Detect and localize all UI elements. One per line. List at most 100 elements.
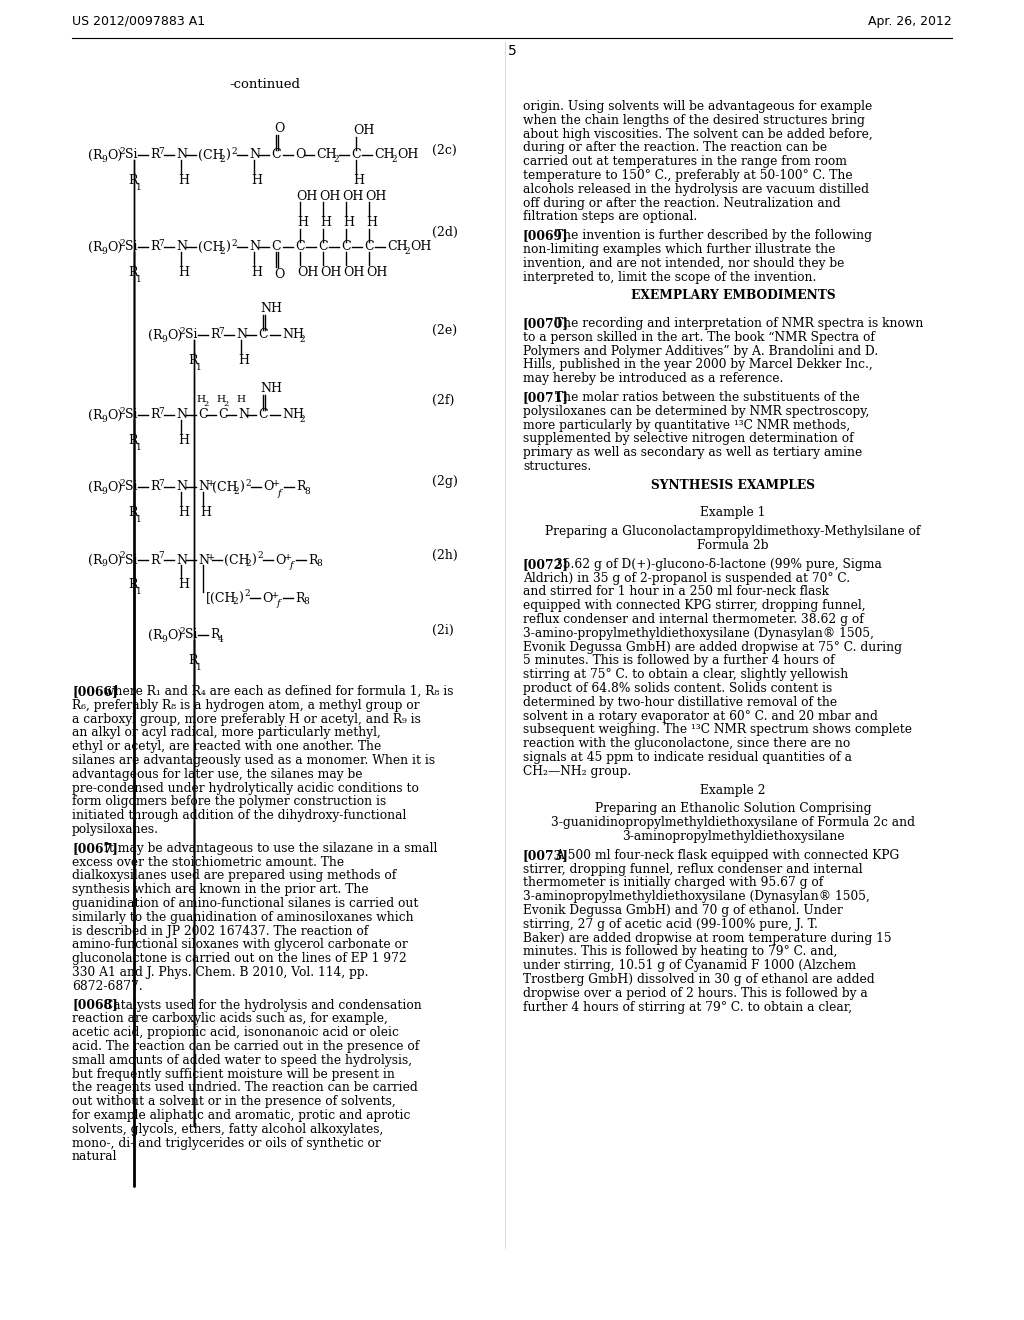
Text: 2: 2 xyxy=(333,154,339,164)
Text: O: O xyxy=(274,123,285,136)
Text: and stirred for 1 hour in a 250 ml four-neck flask: and stirred for 1 hour in a 250 ml four-… xyxy=(523,585,829,598)
Text: non-limiting examples which further illustrate the: non-limiting examples which further illu… xyxy=(523,243,836,256)
Text: f: f xyxy=(278,599,281,609)
Text: acetic acid, propionic acid, isononanoic acid or oleic: acetic acid, propionic acid, isononanoic… xyxy=(72,1026,399,1039)
Text: may hereby be introduced as a reference.: may hereby be introduced as a reference. xyxy=(523,372,783,385)
Text: interpreted to, limit the scope of the invention.: interpreted to, limit the scope of the i… xyxy=(523,271,816,284)
Text: NH: NH xyxy=(282,408,304,421)
Text: 8: 8 xyxy=(303,598,309,606)
Text: 2: 2 xyxy=(245,560,251,569)
Text: Preparing an Ethanolic Solution Comprising: Preparing an Ethanolic Solution Comprisi… xyxy=(595,803,871,816)
Text: H: H xyxy=(353,173,364,186)
Text: out without a solvent or in the presence of solvents,: out without a solvent or in the presence… xyxy=(72,1096,395,1109)
Text: H: H xyxy=(216,396,225,404)
Text: H: H xyxy=(178,578,189,591)
Text: C: C xyxy=(271,240,281,253)
Text: supplemented by selective nitrogen determination of: supplemented by selective nitrogen deter… xyxy=(523,433,854,445)
Text: R: R xyxy=(128,173,137,186)
Text: 2: 2 xyxy=(391,154,396,164)
Text: thermometer is initially charged with 95.67 g of: thermometer is initially charged with 95… xyxy=(523,876,823,890)
Text: (R: (R xyxy=(148,628,163,642)
Text: 9: 9 xyxy=(101,560,106,569)
Text: off during or after the reaction. Neutralization and: off during or after the reaction. Neutra… xyxy=(523,197,841,210)
Text: C: C xyxy=(258,408,267,421)
Text: 5: 5 xyxy=(508,44,516,58)
Text: O): O) xyxy=(167,628,182,642)
Text: 7: 7 xyxy=(158,239,164,248)
Text: (R: (R xyxy=(88,240,102,253)
Text: (2g): (2g) xyxy=(432,475,458,488)
Text: 2: 2 xyxy=(119,147,125,156)
Text: 2: 2 xyxy=(119,479,125,487)
Text: H: H xyxy=(366,216,377,230)
Text: N: N xyxy=(176,480,187,494)
Text: Catalysts used for the hydrolysis and condensation: Catalysts used for the hydrolysis and co… xyxy=(104,999,422,1011)
Text: 3-amino-propylmethyldiethoxysilane (Dynasylan® 1505,: 3-amino-propylmethyldiethoxysilane (Dyna… xyxy=(523,627,874,640)
Text: OH: OH xyxy=(342,190,364,202)
Text: CH: CH xyxy=(374,149,394,161)
Text: more particularly by quantitative ¹³C NMR methods,: more particularly by quantitative ¹³C NM… xyxy=(523,418,850,432)
Text: N: N xyxy=(249,240,260,253)
Text: 2: 2 xyxy=(299,414,304,424)
Text: C: C xyxy=(318,240,328,253)
Text: 35.62 g of D(+)-glucono-δ-lactone (99% pure, Sigma: 35.62 g of D(+)-glucono-δ-lactone (99% p… xyxy=(555,558,882,570)
Text: Si: Si xyxy=(125,480,137,494)
Text: 7: 7 xyxy=(158,407,164,416)
Text: form oligomers before the polymer construction is: form oligomers before the polymer constr… xyxy=(72,796,386,808)
Text: (R: (R xyxy=(148,329,163,342)
Text: natural: natural xyxy=(72,1151,118,1163)
Text: C: C xyxy=(295,240,304,253)
Text: H: H xyxy=(196,396,205,404)
Text: NH: NH xyxy=(282,329,304,342)
Text: 3-guanidinopropylmethyldiethoxysilane of Formula 2c and: 3-guanidinopropylmethyldiethoxysilane of… xyxy=(551,816,915,829)
Text: 2: 2 xyxy=(232,598,238,606)
Text: N: N xyxy=(198,480,209,494)
Text: 2: 2 xyxy=(299,334,304,343)
Text: R: R xyxy=(210,628,219,642)
Text: silanes are advantageously used as a monomer. When it is: silanes are advantageously used as a mon… xyxy=(72,754,435,767)
Text: H: H xyxy=(178,506,189,519)
Text: ethyl or acetyl, are reacted with one another. The: ethyl or acetyl, are reacted with one an… xyxy=(72,741,381,754)
Text: H: H xyxy=(200,506,211,519)
Text: R₆, preferably R₈ is a hydrogen atom, a methyl group or: R₆, preferably R₈ is a hydrogen atom, a … xyxy=(72,698,420,711)
Text: H: H xyxy=(178,433,189,446)
Text: O): O) xyxy=(106,553,122,566)
Text: is described in JP 2002 167437. The reaction of: is described in JP 2002 167437. The reac… xyxy=(72,924,369,937)
Text: R: R xyxy=(128,433,137,446)
Text: 2: 2 xyxy=(223,400,228,408)
Text: 2: 2 xyxy=(257,552,262,561)
Text: O): O) xyxy=(106,240,122,253)
Text: [0070]: [0070] xyxy=(523,317,569,330)
Text: -continued: -continued xyxy=(229,78,300,91)
Text: R: R xyxy=(150,408,160,421)
Text: O): O) xyxy=(106,149,122,161)
Text: gluconolactone is carried out on the lines of EP 1 972: gluconolactone is carried out on the lin… xyxy=(72,952,407,965)
Text: O: O xyxy=(295,149,305,161)
Text: A 500 ml four-neck flask equipped with connected KPG: A 500 ml four-neck flask equipped with c… xyxy=(555,849,899,862)
Text: primary as well as secondary as well as tertiary amine: primary as well as secondary as well as … xyxy=(523,446,862,459)
Text: SYNTHESIS EXAMPLES: SYNTHESIS EXAMPLES xyxy=(651,479,815,492)
Text: invention, and are not intended, nor should they be: invention, and are not intended, nor sho… xyxy=(523,257,845,269)
Text: H: H xyxy=(178,173,189,186)
Text: (2c): (2c) xyxy=(432,144,457,157)
Text: 2: 2 xyxy=(245,479,251,487)
Text: 5 minutes. This is followed by a further 4 hours of: 5 minutes. This is followed by a further… xyxy=(523,655,835,668)
Text: H: H xyxy=(178,265,189,279)
Text: dialkoxysilanes used are prepared using methods of: dialkoxysilanes used are prepared using … xyxy=(72,870,396,882)
Text: the reagents used undried. The reaction can be carried: the reagents used undried. The reaction … xyxy=(72,1081,418,1094)
Text: product of 64.8% solids content. Solids content is: product of 64.8% solids content. Solids … xyxy=(523,682,833,696)
Text: R: R xyxy=(295,591,304,605)
Text: Hills, published in the year 2000 by Marcel Dekker Inc.,: Hills, published in the year 2000 by Mar… xyxy=(523,359,872,371)
Text: ): ) xyxy=(225,240,229,253)
Text: 2: 2 xyxy=(233,487,239,495)
Text: Example 2: Example 2 xyxy=(700,784,766,796)
Text: OH: OH xyxy=(397,149,419,161)
Text: R: R xyxy=(188,653,198,667)
Text: N: N xyxy=(176,240,187,253)
Text: H: H xyxy=(251,173,262,186)
Text: (CH: (CH xyxy=(212,480,238,494)
Text: C: C xyxy=(198,408,208,421)
Text: during or after the reaction. The reaction can be: during or after the reaction. The reacti… xyxy=(523,141,827,154)
Text: minutes. This is followed by heating to 79° C. and,: minutes. This is followed by heating to … xyxy=(523,945,838,958)
Text: O: O xyxy=(263,480,273,494)
